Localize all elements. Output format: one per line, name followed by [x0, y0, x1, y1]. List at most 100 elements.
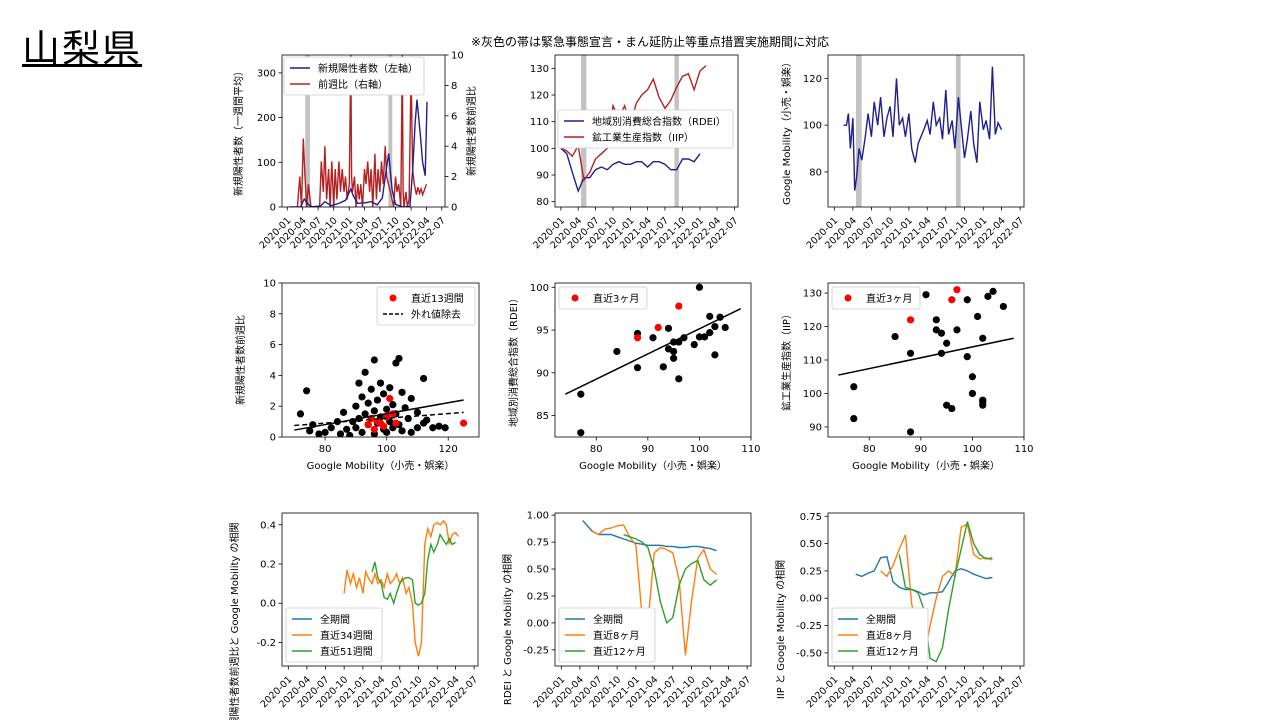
- scatter-point: [906, 349, 915, 357]
- scatter-point-recent: [633, 334, 642, 342]
- scatter-point: [989, 287, 997, 295]
- scatter-point-recent: [379, 422, 388, 430]
- legend-label: 全期間: [866, 613, 896, 626]
- y-tick-label: -0.25: [796, 621, 822, 632]
- scatter-point-recent: [460, 419, 468, 427]
- scatter-point: [413, 408, 422, 416]
- y-axis-label: 新規陽性者数前週比と Google Mobility の相関: [228, 522, 241, 720]
- scatter-point: [303, 387, 311, 395]
- scatter-point: [336, 430, 345, 437]
- y-tick-label: 0.25: [800, 566, 822, 577]
- scatter-point: [943, 401, 951, 409]
- legend-label: 直近3ヶ月: [593, 292, 639, 305]
- scatter-point: [963, 353, 971, 361]
- y-tick-label: 200: [257, 113, 276, 124]
- legend-box: [831, 607, 929, 663]
- corr-line-1: [591, 524, 718, 656]
- legend-label: 直近8ヶ月: [593, 629, 639, 642]
- scatter-point: [389, 401, 397, 409]
- legend-label: 直近34週間: [320, 629, 373, 642]
- y-tick-label: 0.0: [260, 599, 276, 610]
- scatter-point: [327, 424, 335, 432]
- scatter-point: [435, 422, 443, 430]
- y-tick-label: 80: [536, 197, 549, 208]
- corr-line-0: [855, 555, 993, 596]
- legend-label: 外れ値除去: [411, 308, 461, 321]
- panel-frame-corr_rdei: [554, 512, 752, 667]
- scatter-point: [979, 334, 987, 342]
- legend-marker: [844, 294, 852, 302]
- x-tick-label: 90: [641, 444, 654, 455]
- panel-frame-scatter_cases: [281, 282, 480, 438]
- corr-line-1: [880, 522, 993, 659]
- panel-frame-corr_cases: [281, 512, 479, 667]
- legend-marker: [571, 294, 579, 302]
- scatter-point: [315, 430, 323, 437]
- y-tick-label: 110: [530, 117, 549, 128]
- legend-label: 直近12ヶ月: [593, 645, 646, 658]
- legend-label: 鉱工業生産指数（IIP）: [592, 131, 694, 144]
- y-tick-label: -0.25: [523, 645, 549, 656]
- legend-box: [831, 286, 921, 310]
- y-axis-label: RDEI と Google Mobility の相関: [501, 554, 514, 705]
- scatter-point: [383, 405, 391, 413]
- y-tick-label: 90: [809, 422, 822, 433]
- scatter-point-recent: [948, 296, 956, 304]
- y-tick-label: 120: [803, 74, 822, 85]
- y-axis-label: 鉱工業生産指数（IIP）: [780, 309, 793, 411]
- legend-label: 直近3ヶ月: [866, 292, 912, 305]
- y-tick-label: 6: [451, 111, 457, 122]
- y-axis-label: 地域別消費総合指数（RDEI）: [507, 293, 520, 427]
- x-tick-label: 110: [1014, 444, 1033, 455]
- x-axis-label: Google Mobility（小売・娯楽）: [307, 459, 455, 472]
- series-line-ratio: [296, 55, 428, 207]
- legend-box: [376, 286, 476, 326]
- scatter-point: [367, 385, 375, 393]
- y-tick-label: 85: [536, 411, 549, 422]
- legend-label: 全期間: [320, 613, 350, 626]
- x-axis-label: Google Mobility（小売・娯楽）: [579, 459, 727, 472]
- y-tick-label: 80: [809, 167, 822, 178]
- legend-label: 直近51週間: [320, 645, 373, 658]
- y-tick-label: 0: [270, 433, 276, 444]
- y-tick-label: 120: [803, 322, 822, 333]
- y-tick-label: 130: [530, 64, 549, 75]
- scatter-point-recent: [364, 421, 372, 429]
- y-tick-label: 0.50: [527, 565, 549, 576]
- scatter-point: [932, 326, 940, 334]
- scatter-point-recent: [370, 425, 378, 433]
- y-tick-label: -0.2: [256, 638, 276, 649]
- scatter-point: [649, 334, 657, 342]
- scatter-point: [386, 384, 394, 392]
- legend-label: 直近8ヶ月: [866, 629, 912, 642]
- emergency-band: [388, 55, 393, 207]
- series-line-mobility: [843, 66, 1003, 191]
- x-tick-label: 100: [377, 444, 396, 455]
- scatter-point: [407, 394, 415, 403]
- scatter-point: [850, 414, 858, 423]
- regression-line: [294, 399, 464, 431]
- legend-label: 全期間: [593, 613, 623, 626]
- scatter-point: [706, 312, 714, 320]
- y-tick-label: 8: [270, 309, 276, 320]
- y-tick-label: 4: [270, 371, 276, 382]
- scatter-point: [711, 323, 719, 331]
- scatter-point: [379, 390, 388, 398]
- scatter-point: [979, 398, 987, 406]
- y-tick-label: 2: [451, 172, 457, 183]
- scatter-point: [670, 347, 678, 356]
- y-axis-label-right: 新規陽性者数前週比: [465, 86, 478, 176]
- scatter-point: [306, 427, 314, 435]
- scatter-point: [675, 375, 683, 383]
- scatter-point: [441, 424, 449, 432]
- y-tick-label: 90: [536, 368, 549, 379]
- y-axis-label: Google Mobility（小売・娯楽）: [780, 57, 793, 205]
- y-tick-label: 10: [263, 279, 276, 290]
- panel-frame-scatter_rdei: [554, 282, 752, 438]
- x-tick-label: 110: [741, 444, 760, 455]
- corr-line-2: [371, 532, 456, 607]
- y-axis-label: 新規陽性者数前週比: [234, 315, 247, 405]
- scatter-point: [670, 354, 678, 362]
- scatter-point: [973, 312, 982, 321]
- scatter-point: [577, 390, 585, 398]
